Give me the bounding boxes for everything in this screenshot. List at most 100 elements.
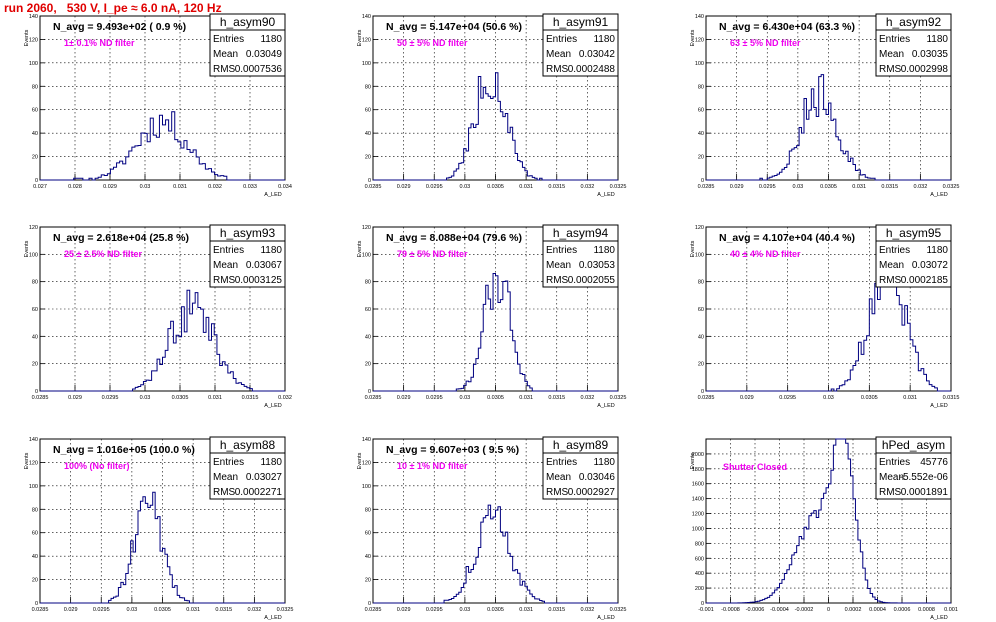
- y-tick-label: 60: [32, 531, 38, 537]
- y-tick-label: 60: [32, 307, 38, 313]
- y-tick-label: 100: [29, 484, 38, 490]
- stats-box: h_asym92 Entries 1180 Mean 0.03035 RMS 0.00029…: [875, 13, 952, 77]
- x-tick-label: 0.033: [243, 184, 257, 190]
- stat-label-rms: RMS: [879, 64, 902, 75]
- stat-value-mean: 0.03072: [912, 260, 949, 271]
- y-tick-label: 120: [695, 225, 704, 231]
- x-tick-label: 0.03: [793, 184, 804, 190]
- x-tick-label: 0.029: [68, 395, 82, 401]
- stats-box: h_asym90 Entries 1180 Mean 0.03049 RMS 0.00075…: [209, 13, 286, 77]
- y-tick-label: 1800: [692, 467, 704, 473]
- x-tick-label: -0.0008: [721, 607, 740, 613]
- x-tick-label: 0.0295: [759, 184, 776, 190]
- stat-value-entries: 1180: [926, 34, 948, 45]
- navg-label: N_avg = 8.088e+04 (79.6 %): [386, 232, 522, 244]
- filter-label: Shutter Closed: [723, 462, 787, 472]
- stats-box: h_asym91 Entries 1180 Mean 0.03042 RMS 0.00024…: [542, 13, 619, 77]
- histogram-h_asym93: [40, 289, 285, 392]
- plot-frame: [705, 438, 952, 604]
- x-tick-label: 0.0325: [277, 607, 294, 613]
- x-tick-label: 0.0008: [918, 607, 935, 613]
- y-tick-label: 40: [698, 334, 704, 340]
- filter-label: 63 ± 5% ND filter: [730, 38, 801, 48]
- panel-h_asym91: 0.0285 0.029 0.0295 0.03 0.0305 0.031 0.0315 0.…: [357, 13, 627, 198]
- stat-value-mean: 0.03067: [246, 260, 283, 271]
- x-tick-label: 0.032: [580, 184, 594, 190]
- y-axis-title: Events: [690, 452, 696, 469]
- y-tick-label: 100: [29, 61, 38, 67]
- stat-value-mean: 0.03049: [246, 49, 283, 60]
- x-tick-label: 0.001: [944, 607, 958, 613]
- stat-label-entries: Entries: [546, 34, 577, 45]
- y-tick-label: 40: [698, 131, 704, 137]
- y-tick-label: 140: [29, 437, 38, 443]
- stat-label-entries: Entries: [546, 245, 577, 256]
- y-tick-label: 80: [32, 280, 38, 286]
- histogram-hPed_asym: [706, 438, 951, 604]
- y-tick-label: 0: [35, 178, 38, 184]
- x-tick-label: 0.029: [397, 607, 411, 613]
- stat-label-entries: Entries: [213, 457, 244, 468]
- x-axis-title: A_LED: [930, 403, 947, 409]
- y-tick-label: 120: [29, 460, 38, 466]
- stats-box: hPed_asym Entries 45776 Mean-5.552e-06 RMS 0.…: [875, 436, 952, 500]
- x-axis-title: A_LED: [930, 615, 947, 621]
- plot-frame: [372, 438, 619, 604]
- stat-label-entries: Entries: [879, 457, 910, 468]
- x-tick-label: 0.03: [140, 184, 151, 190]
- x-tick-label: 0.0285: [365, 184, 382, 190]
- x-tick-label: 0.0315: [548, 184, 565, 190]
- stat-label-mean: Mean: [546, 49, 571, 60]
- y-axis-title: Events: [690, 29, 696, 46]
- y-tick-label: 40: [365, 131, 371, 137]
- panel-h_asym90: 0.027 0.028 0.029 0.03 0.031 0.032 0.033 0.034 0…: [24, 13, 292, 198]
- navg-label: N_avg = 6.430e+04 (63.3 %): [719, 21, 855, 33]
- navg-label: N_avg = 9.607e+03 ( 9.5 %): [386, 444, 519, 456]
- stats-box-frame: [209, 224, 286, 288]
- stats-box: h_asym89 Entries 1180 Mean 0.03046 RMS 0.00029…: [542, 436, 619, 500]
- x-tick-label: 0.032: [278, 395, 292, 401]
- stat-label-mean: Mean: [213, 260, 238, 271]
- stats-box-frame: [209, 13, 286, 77]
- y-tick-label: 0: [701, 389, 704, 395]
- run-title: run 2060, 530 V, I_pe ≈ 6.0 nA, 120 Hz: [4, 1, 222, 15]
- x-tick-label: 0.031: [852, 184, 866, 190]
- histogram-h_asym89: [373, 504, 618, 604]
- x-axis-title: A_LED: [264, 615, 281, 621]
- y-tick-label: 100: [29, 252, 38, 258]
- filter-label: 1± 0.1% ND filter: [64, 38, 135, 48]
- stats-box: h_asym94 Entries 1180 Mean 0.03053 RMS 0.00020…: [542, 224, 619, 288]
- x-tick-label: 0.029: [397, 395, 411, 401]
- plot-frame: [39, 438, 286, 604]
- x-tick-label: 0.029: [740, 395, 754, 401]
- x-tick-label: 0.03: [127, 607, 138, 613]
- stat-label-entries: Entries: [879, 245, 910, 256]
- x-tick-label: 0.0285: [365, 607, 382, 613]
- x-tick-label: 0.0305: [487, 184, 504, 190]
- x-tick-label: 0.0285: [698, 395, 715, 401]
- y-tick-label: 120: [362, 460, 371, 466]
- x-tick-label: 0.0305: [154, 607, 171, 613]
- y-tick-label: 1200: [692, 512, 704, 518]
- panel-h_asym89: 0.0285 0.029 0.0295 0.03 0.0305 0.031 0.0315 0.…: [357, 436, 626, 621]
- x-axis-title: A_LED: [264, 192, 281, 198]
- x-axis-title: A_LED: [597, 403, 614, 409]
- x-tick-label: 0.0325: [610, 184, 627, 190]
- y-axis-title: Events: [24, 240, 30, 257]
- y-tick-label: 80: [365, 84, 371, 90]
- x-tick-label: 0.032: [208, 184, 222, 190]
- histogram-name: h_asym95: [886, 226, 942, 240]
- x-tick-label: 0.0285: [32, 607, 49, 613]
- x-axis-title: A_LED: [264, 403, 281, 409]
- x-tick-label: 0.032: [580, 395, 594, 401]
- y-tick-label: 20: [365, 155, 371, 161]
- y-tick-label: 800: [695, 541, 704, 547]
- stats-box-frame: [875, 13, 952, 77]
- y-tick-label: 60: [365, 531, 371, 537]
- stat-value-entries: 1180: [260, 457, 282, 468]
- x-tick-label: 0.0002: [845, 607, 862, 613]
- stats-box: h_asym88 Entries 1180 Mean 0.03027 RMS 0.00022…: [209, 436, 286, 500]
- stat-label-entries: Entries: [546, 457, 577, 468]
- x-tick-label: 0.0295: [779, 395, 796, 401]
- stats-box-frame: [875, 224, 952, 288]
